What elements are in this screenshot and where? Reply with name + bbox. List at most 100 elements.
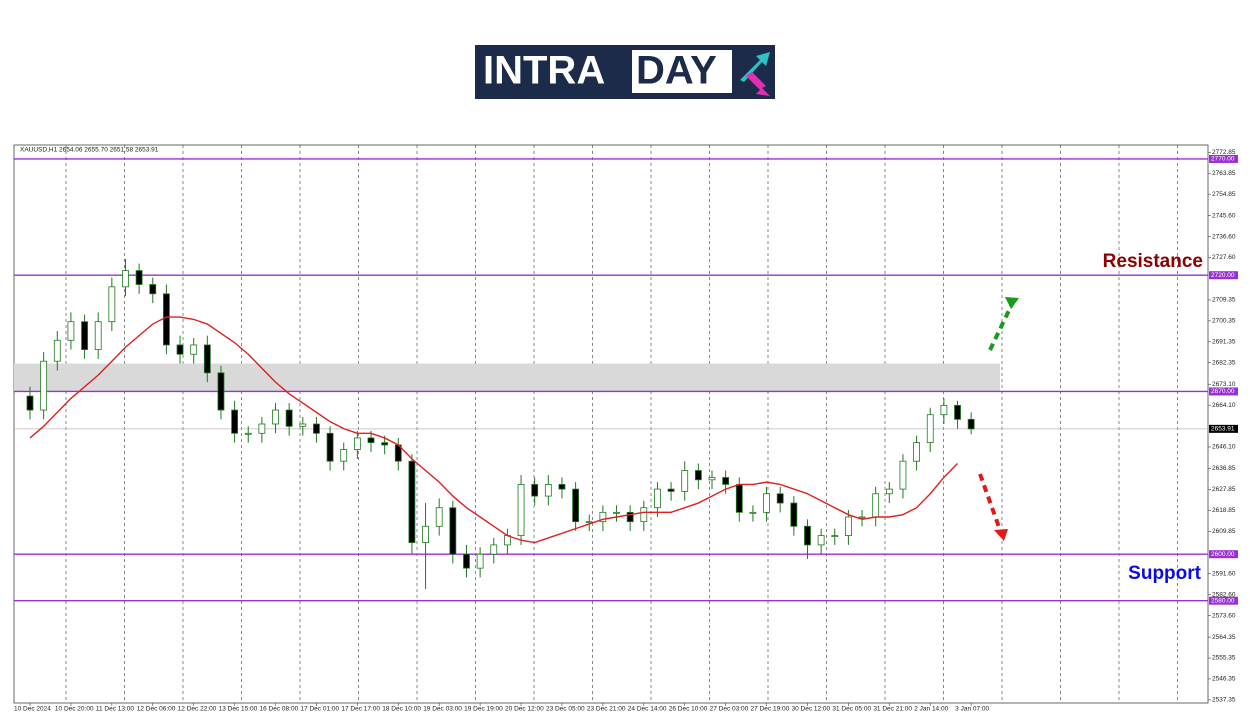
candle-body bbox=[367, 437, 375, 444]
candle-body bbox=[190, 344, 198, 355]
x-tick-label: 16 Dec 08:00 bbox=[260, 706, 299, 713]
down-arrow-head bbox=[994, 529, 1008, 541]
y-tick-label: 2555.35 bbox=[1212, 655, 1236, 662]
candle-body bbox=[845, 516, 852, 537]
plot-frame bbox=[13, 144, 1209, 704]
chart-title: XAUUSD,H1 2654.06 2655.70 2651.58 2653.9… bbox=[20, 147, 159, 154]
candle-body bbox=[654, 488, 661, 509]
candle-body bbox=[272, 409, 279, 425]
x-tick-label: 23 Dec 05:00 bbox=[546, 706, 585, 713]
y-tick-label: 2591.60 bbox=[1212, 570, 1236, 577]
candle-body bbox=[353, 437, 361, 450]
candle-body bbox=[599, 511, 607, 523]
candle-body bbox=[967, 418, 975, 430]
y-tick-label: 2745.60 bbox=[1212, 212, 1236, 219]
candle-body bbox=[926, 414, 934, 444]
x-tick-label: 26 Dec 10:00 bbox=[669, 706, 708, 713]
y-tick-label: 2709.35 bbox=[1212, 297, 1236, 304]
logo-text: INTRA bbox=[483, 49, 605, 93]
level-tag bbox=[1209, 271, 1238, 280]
candle-body bbox=[203, 344, 211, 374]
y-tick-label: 2673.10 bbox=[1212, 381, 1236, 388]
y-tick-label: 2727.60 bbox=[1212, 254, 1236, 261]
level-label: 2670.00 bbox=[1211, 388, 1235, 395]
x-tick-label: 17 Dec 17:00 bbox=[341, 706, 380, 713]
candle-body bbox=[517, 484, 525, 537]
x-tick-label: 2 Jan 14:00 bbox=[914, 706, 948, 713]
candle-body bbox=[694, 470, 702, 481]
level-label: 2770.00 bbox=[1211, 156, 1235, 163]
logo-arrow bbox=[740, 52, 770, 82]
moving-average bbox=[29, 316, 959, 544]
candle-body bbox=[149, 284, 157, 295]
candle-body bbox=[544, 484, 552, 497]
candle-body bbox=[531, 484, 539, 497]
logo-box bbox=[632, 50, 732, 93]
candle-body bbox=[613, 511, 620, 514]
y-tick-label: 2564.35 bbox=[1212, 634, 1236, 641]
candle-body bbox=[108, 286, 116, 323]
candle-body bbox=[858, 516, 866, 519]
x-tick-label: 11 Dec 13:00 bbox=[96, 706, 135, 713]
y-tick-label: 2609.85 bbox=[1212, 528, 1236, 535]
up-arrow-head bbox=[1005, 297, 1019, 309]
x-tick-label: 31 Dec 05:00 bbox=[832, 706, 871, 713]
candle-body bbox=[735, 484, 743, 513]
x-tick-label: 23 Dec 21:00 bbox=[587, 706, 626, 713]
x-tick-label: 10 Dec 20:00 bbox=[55, 706, 94, 713]
candle-body bbox=[640, 507, 648, 523]
candle-body bbox=[490, 544, 498, 555]
candle-body bbox=[476, 553, 484, 569]
logo: INTRA DAY bbox=[475, 45, 775, 99]
x-tick-label: 13 Dec 15:00 bbox=[219, 706, 258, 713]
candle-body bbox=[285, 409, 293, 427]
candle-body bbox=[176, 344, 184, 355]
level-label: 2600.00 bbox=[1211, 551, 1235, 558]
candle-body bbox=[449, 507, 457, 555]
logo-arrow bbox=[746, 72, 770, 96]
candle-body bbox=[954, 404, 961, 420]
candle-body bbox=[667, 488, 675, 492]
level-tag bbox=[1209, 596, 1238, 605]
candle-body bbox=[817, 535, 825, 546]
candle-body bbox=[585, 521, 593, 524]
y-tick-label: 2537.35 bbox=[1212, 697, 1236, 704]
candle-body bbox=[463, 553, 470, 569]
candle-body bbox=[340, 449, 348, 462]
candle-body bbox=[804, 525, 811, 546]
down-arrow bbox=[978, 473, 1002, 531]
x-tick-label: 17 Dec 01:00 bbox=[300, 706, 339, 713]
candle-body bbox=[26, 395, 34, 411]
level-tag bbox=[1209, 550, 1238, 559]
candle-body bbox=[244, 432, 252, 435]
candle-body bbox=[122, 270, 129, 288]
candle-body bbox=[722, 477, 730, 485]
candle-body bbox=[872, 493, 880, 518]
y-tick-label: 2763.85 bbox=[1212, 170, 1236, 177]
candle-body bbox=[708, 477, 716, 481]
candle-body bbox=[231, 409, 239, 434]
candle-body bbox=[299, 423, 307, 427]
y-tick-label: 2618.85 bbox=[1212, 507, 1236, 514]
y-tick-label: 2691.35 bbox=[1212, 339, 1236, 346]
level-label: 2720.00 bbox=[1211, 272, 1235, 279]
candle-body bbox=[135, 270, 143, 285]
logo-text: DAY bbox=[636, 49, 717, 93]
candle-body bbox=[776, 493, 784, 504]
y-tick-label: 2582.60 bbox=[1212, 591, 1236, 598]
candle-body bbox=[67, 321, 75, 341]
x-tick-label: 10 Dec 2024 bbox=[14, 706, 51, 713]
candle-body bbox=[899, 460, 907, 490]
y-tick-label: 2664.10 bbox=[1212, 402, 1236, 409]
candle-body bbox=[572, 488, 579, 523]
candle-body bbox=[81, 321, 88, 351]
y-tick-label: 2736.60 bbox=[1212, 233, 1236, 240]
last-price-label: 2653.91 bbox=[1211, 426, 1235, 433]
candle-body bbox=[381, 442, 389, 446]
candle-body bbox=[408, 460, 416, 543]
candle-body bbox=[422, 525, 429, 543]
candle-body bbox=[258, 423, 266, 434]
candle-body bbox=[435, 507, 443, 527]
candle-body bbox=[681, 470, 689, 492]
level-tag bbox=[1209, 154, 1238, 163]
